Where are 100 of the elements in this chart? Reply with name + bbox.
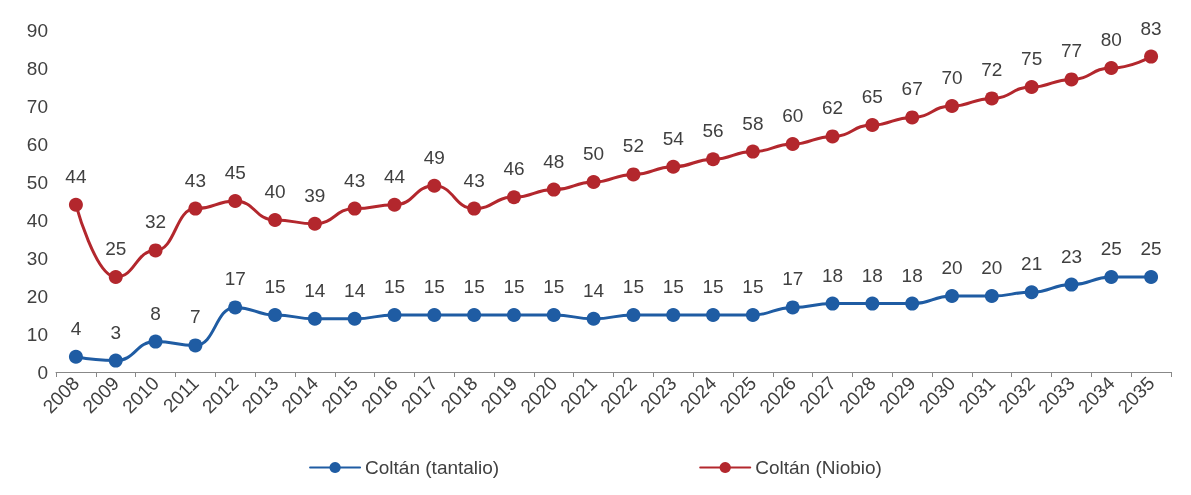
data-label: 48 <box>543 150 565 172</box>
point <box>905 110 920 125</box>
point <box>1024 80 1039 94</box>
y-tick-label: 90 <box>26 19 48 41</box>
data-label: 40 <box>264 181 286 202</box>
data-label: 46 <box>503 158 525 180</box>
point <box>307 311 322 326</box>
point <box>68 197 83 212</box>
data-label: 50 <box>583 143 605 164</box>
point <box>188 201 203 216</box>
data-label: 17 <box>224 268 246 290</box>
point <box>68 349 83 364</box>
point <box>865 118 880 132</box>
point <box>666 308 681 322</box>
point <box>467 201 482 216</box>
data-label: 43 <box>184 169 206 191</box>
y-tick-label: 60 <box>26 133 48 155</box>
point <box>546 182 561 197</box>
data-label: 15 <box>742 276 764 297</box>
legend-label: Coltán (Niobio) <box>755 457 882 478</box>
y-tick-label: 70 <box>26 95 48 117</box>
data-label: 45 <box>224 162 246 183</box>
point <box>1024 285 1039 300</box>
y-tick-label: 30 <box>26 247 48 269</box>
data-label: 14 <box>344 279 366 301</box>
point <box>586 311 601 326</box>
point <box>865 296 880 311</box>
data-label: 62 <box>821 97 844 119</box>
point <box>666 159 681 174</box>
data-label: 83 <box>1140 17 1162 39</box>
data-label: 43 <box>344 169 366 191</box>
point <box>1064 72 1079 87</box>
point <box>108 270 123 284</box>
data-label: 21 <box>1021 253 1043 275</box>
point <box>387 197 402 212</box>
data-label: 25 <box>1140 238 1162 259</box>
legend-label: Coltán (tantalio) <box>365 457 500 478</box>
data-label: 32 <box>144 211 167 233</box>
point <box>546 308 561 322</box>
point <box>467 308 482 322</box>
data-label: 15 <box>503 276 525 297</box>
data-label: 20 <box>941 257 963 278</box>
point <box>825 296 840 311</box>
point <box>148 334 163 349</box>
data-label: 15 <box>463 276 485 297</box>
data-label: 72 <box>981 59 1003 81</box>
data-label: 75 <box>1021 48 1043 69</box>
data-label: 3 <box>110 321 122 343</box>
data-label: 43 <box>463 169 485 191</box>
data-label: 70 <box>941 67 963 88</box>
point <box>905 296 920 311</box>
data-label: 15 <box>264 276 286 297</box>
point <box>745 144 760 159</box>
point <box>108 353 123 368</box>
data-label: 17 <box>782 268 804 290</box>
data-label: 58 <box>742 112 764 134</box>
data-label: 18 <box>861 264 883 286</box>
point <box>228 194 243 208</box>
y-tick-label: 10 <box>26 323 48 345</box>
point <box>188 338 203 353</box>
point <box>268 308 283 322</box>
point <box>626 167 641 182</box>
point <box>347 201 362 216</box>
data-label: 44 <box>383 165 406 187</box>
data-label: 7 <box>190 306 201 328</box>
data-label: 18 <box>821 264 844 286</box>
point <box>228 300 243 315</box>
data-label: 52 <box>622 135 644 157</box>
point <box>307 216 322 231</box>
point <box>347 311 362 326</box>
point <box>1064 277 1079 292</box>
point <box>1144 49 1159 64</box>
point <box>427 308 442 322</box>
point <box>506 190 521 205</box>
data-label: 15 <box>662 276 684 297</box>
data-label: 14 <box>583 279 605 301</box>
data-label: 80 <box>1100 29 1122 50</box>
point <box>785 137 800 151</box>
y-tick-label: 80 <box>26 57 48 79</box>
data-label: 15 <box>423 276 445 297</box>
point <box>148 243 163 258</box>
y-tick-label: 50 <box>26 171 48 193</box>
data-label: 18 <box>901 264 923 286</box>
point <box>586 175 601 189</box>
data-label: 25 <box>105 238 127 259</box>
point <box>745 308 760 322</box>
data-label: 23 <box>1060 245 1083 267</box>
point <box>427 178 442 193</box>
data-label: 15 <box>543 276 565 297</box>
data-label: 15 <box>702 276 724 297</box>
point <box>785 300 800 315</box>
point <box>945 289 959 303</box>
data-label: 14 <box>304 279 326 301</box>
point <box>626 308 641 322</box>
data-label: 8 <box>150 302 161 324</box>
data-label: 77 <box>1060 40 1083 62</box>
data-label: 15 <box>622 276 644 297</box>
data-label: 39 <box>304 184 326 206</box>
data-label: 15 <box>383 276 406 297</box>
point <box>706 152 721 167</box>
